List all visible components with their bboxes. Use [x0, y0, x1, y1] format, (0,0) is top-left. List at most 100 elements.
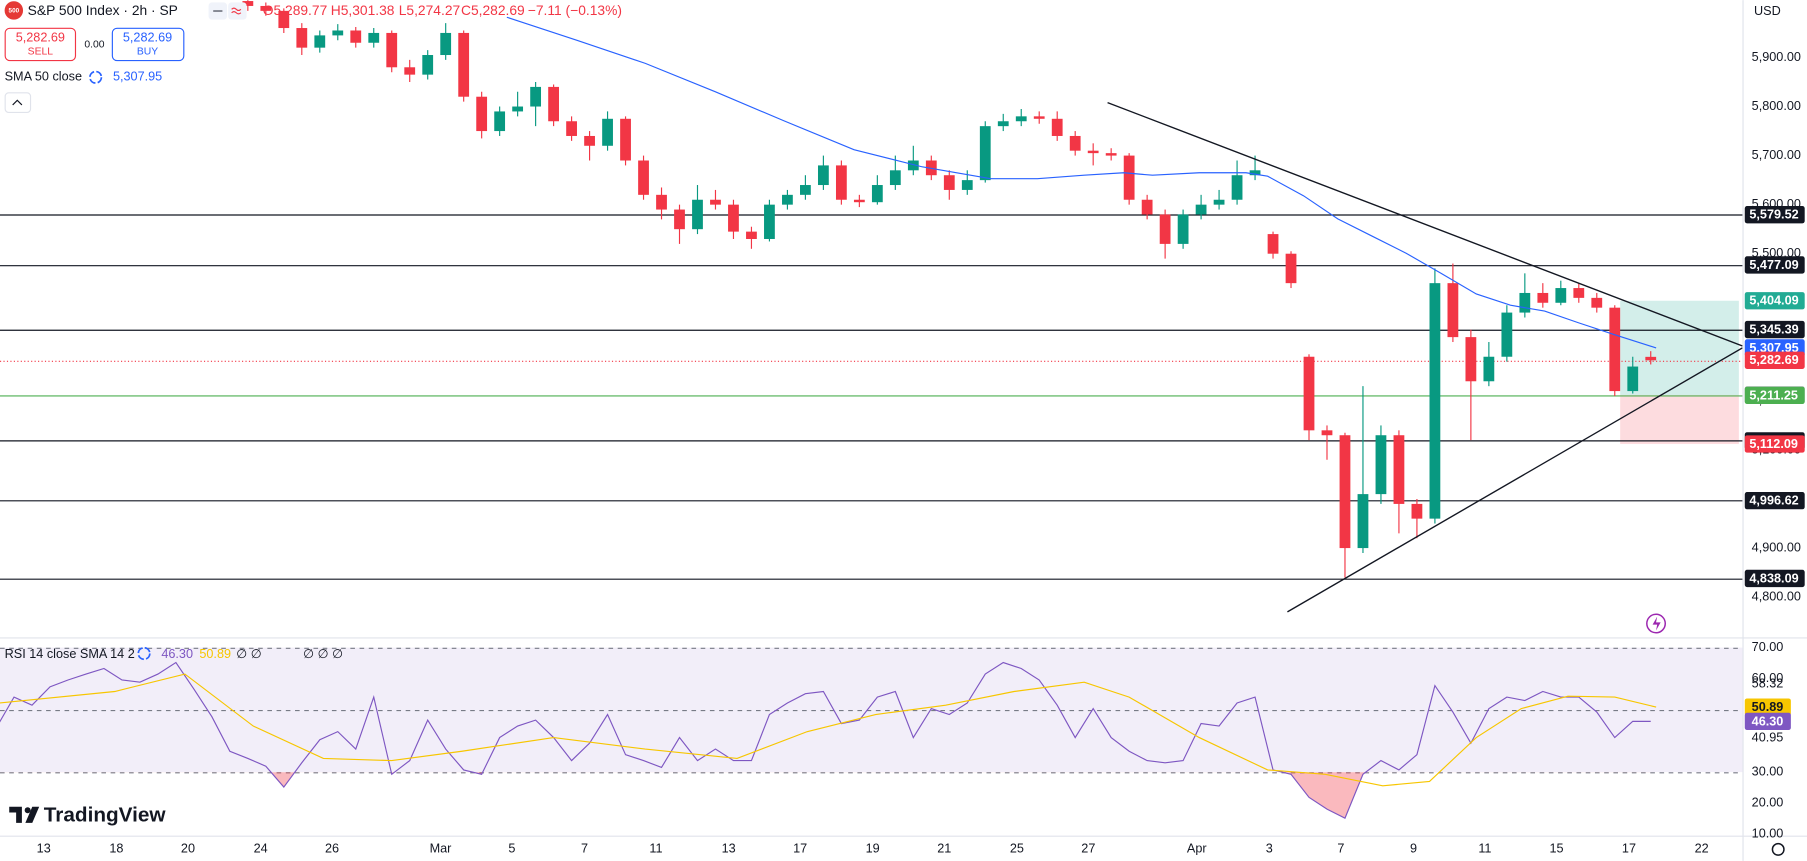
rsi-label-box	[1744, 712, 1791, 731]
indicator-value: 5,307.95	[113, 70, 162, 84]
candle-body	[638, 160, 649, 195]
price-label-box	[1744, 256, 1805, 274]
rsi-label: 46.30	[1752, 714, 1784, 728]
x-tick-label: 18	[109, 842, 123, 856]
candle-body	[314, 35, 326, 48]
rsi-label-box	[1744, 698, 1791, 716]
rsi-tick-label: 60.00	[1752, 671, 1784, 685]
rsi-label: 40.95	[1752, 730, 1784, 744]
candle-body	[710, 199, 721, 205]
candle-body	[602, 118, 613, 146]
candle-body	[1231, 175, 1243, 200]
price-label: 5,477.09	[1749, 258, 1798, 272]
x-tick-label: 13	[37, 842, 51, 856]
brand: TradingView	[9, 803, 166, 826]
symbol-badge	[4, 1, 24, 20]
price-label-box	[1744, 386, 1805, 405]
price-label-box	[1744, 351, 1805, 369]
candle-body	[404, 67, 416, 75]
candle-body	[1141, 199, 1153, 215]
candle-body	[1411, 503, 1423, 519]
candle-body	[1501, 312, 1513, 357]
candle-body	[1609, 307, 1621, 392]
sell-label: SELL	[28, 47, 54, 58]
candle-body	[1177, 214, 1189, 244]
candle-body	[1087, 150, 1099, 154]
candle-body	[961, 180, 973, 190]
x-tick-label: 20	[181, 842, 195, 856]
candle-body	[1339, 435, 1351, 549]
trend-line	[1107, 101, 1743, 347]
rsi-label: 50.89	[1752, 700, 1784, 714]
candle-body	[1465, 337, 1477, 382]
x-tick-label: 26	[325, 842, 339, 856]
candle-body	[1267, 234, 1279, 254]
price-label: 5,307.95	[1749, 341, 1798, 355]
icon-button[interactable]	[228, 2, 247, 20]
price-pane	[0, 0, 1743, 613]
x-tick-label: 11	[649, 842, 662, 856]
ohlc-open: O5,289.77	[263, 2, 328, 18]
x-tick-label: 11	[1478, 842, 1491, 856]
price-label: 5,579.52	[1749, 208, 1798, 222]
price-label: 5,112.09	[1749, 437, 1798, 451]
collapse-button[interactable]	[4, 92, 32, 114]
rsi-sma-value: 50.89	[199, 647, 231, 661]
position-stop	[1620, 394, 1739, 445]
candle-body	[386, 32, 398, 68]
x-tick-label: Apr	[1187, 842, 1207, 856]
candle-body	[1375, 435, 1387, 495]
x-tick-label: 21	[937, 842, 951, 856]
ohlc-change: −7.11 (−0.13%)	[528, 2, 622, 18]
spread: 0.00	[84, 40, 104, 51]
candle-body	[943, 175, 955, 190]
rsi-tick-label: 70.00	[1752, 640, 1784, 654]
x-tick-label: 3	[1266, 842, 1273, 856]
rsi-pane	[0, 647, 1743, 819]
price-label-box	[1744, 492, 1805, 510]
x-tick-label: 7	[581, 842, 588, 856]
candle-body	[530, 86, 542, 107]
indicator-icon[interactable]	[89, 70, 103, 84]
sell-price: 5,282.69	[16, 30, 65, 44]
x-tick-label: 19	[866, 842, 880, 856]
candle-body	[1015, 116, 1027, 122]
rsi-band	[0, 647, 1743, 773]
alert-icon[interactable]	[1646, 613, 1667, 634]
candle-body	[368, 32, 380, 43]
candle-body	[853, 199, 865, 203]
indicator-name: SMA 50 close	[5, 70, 82, 84]
icon	[231, 7, 242, 15]
candle-body	[728, 204, 739, 232]
candle-body	[1285, 253, 1297, 284]
x-tick-label: 9	[1410, 842, 1417, 856]
alert-bolt	[1652, 616, 1661, 631]
price-label-box	[1744, 435, 1805, 453]
ohlc-close: C5,282.69	[461, 2, 525, 18]
candle-body	[1519, 292, 1531, 313]
y-tick-label: 5,700.00	[1752, 148, 1801, 162]
sell-button[interactable]	[4, 27, 77, 62]
x-tick-label: Mar	[430, 842, 452, 856]
x-tick-label: 13	[722, 842, 736, 856]
candle-body	[1105, 153, 1117, 156]
x-tick-label: 17	[793, 842, 807, 856]
candle-body	[1447, 283, 1459, 338]
brand-icon	[9, 806, 40, 823]
candle-body	[835, 165, 847, 200]
rsi-extra: ∅ ∅ ∅	[303, 647, 343, 661]
candle-body	[800, 185, 811, 195]
x-tick-label: 5	[508, 842, 515, 856]
buy-button[interactable]	[111, 27, 185, 62]
rsi-sma-line	[0, 673, 1657, 787]
candle-body	[782, 194, 793, 205]
candle-body	[512, 106, 524, 112]
indicator-icon[interactable]	[137, 646, 151, 661]
caret	[12, 99, 23, 106]
settings-icon[interactable]	[1771, 842, 1785, 856]
candle-body	[1357, 494, 1369, 549]
header: 500 S&P 500 Index · 2h · SP O5,289.77 H5…	[4, 1, 1781, 114]
x-tick-label: 17	[1622, 842, 1636, 856]
